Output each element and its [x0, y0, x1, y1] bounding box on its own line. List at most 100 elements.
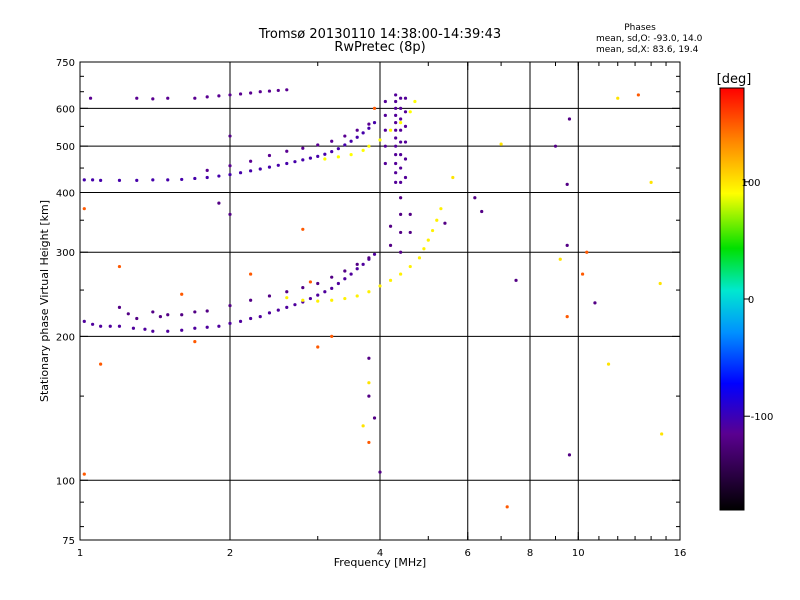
data-point	[249, 91, 253, 95]
data-point	[217, 201, 221, 205]
data-point	[336, 281, 340, 286]
data-point	[367, 290, 371, 294]
data-point	[126, 312, 130, 316]
data-points	[82, 88, 664, 509]
data-point	[267, 89, 272, 93]
data-point	[108, 324, 112, 328]
data-point	[565, 182, 569, 186]
data-point	[383, 99, 387, 104]
data-point	[117, 324, 122, 328]
data-point	[367, 394, 371, 398]
data-point	[372, 121, 377, 125]
data-point	[394, 153, 398, 157]
data-point	[117, 305, 122, 309]
data-point	[355, 267, 359, 271]
data-point	[330, 286, 334, 291]
data-point	[567, 117, 572, 121]
data-point	[399, 128, 403, 132]
data-point	[330, 275, 334, 279]
data-point	[143, 327, 147, 331]
data-point	[228, 134, 232, 138]
data-point	[228, 212, 232, 216]
data-point	[285, 88, 289, 92]
data-point	[228, 173, 232, 177]
data-point	[180, 177, 184, 182]
data-point	[151, 310, 155, 314]
data-point	[285, 296, 289, 300]
data-point	[355, 262, 359, 266]
data-point	[649, 180, 653, 184]
data-point	[151, 329, 155, 333]
data-point	[372, 416, 377, 420]
data-point	[308, 296, 313, 301]
data-point	[403, 157, 408, 161]
data-point	[349, 139, 353, 143]
data-point	[403, 124, 408, 128]
data-point	[276, 163, 280, 167]
data-point	[343, 277, 347, 281]
data-point	[323, 290, 327, 294]
data-point	[205, 168, 209, 172]
data-point	[361, 148, 365, 152]
data-point	[593, 301, 597, 305]
data-point	[238, 92, 243, 96]
stats-o-mode: mean, sd,O: -93.0, 14.0	[596, 34, 703, 44]
y-tick-label: 75	[62, 536, 75, 547]
data-point	[316, 143, 320, 147]
y-tick-label: 500	[56, 142, 75, 153]
x-tick-label: 2	[227, 548, 233, 559]
data-point	[99, 362, 103, 366]
data-point	[330, 139, 334, 143]
data-point	[372, 106, 377, 110]
data-point	[399, 121, 403, 125]
data-point	[567, 453, 572, 457]
data-point	[267, 311, 272, 315]
data-point	[238, 171, 243, 175]
data-point	[330, 334, 334, 338]
data-point	[193, 176, 197, 181]
data-point	[301, 146, 305, 150]
data-point	[430, 228, 435, 233]
data-point	[383, 113, 387, 117]
data-point	[378, 138, 382, 142]
data-point	[514, 278, 518, 282]
data-point	[660, 432, 664, 436]
y-tick-label: 600	[56, 104, 75, 115]
data-point	[408, 264, 412, 269]
data-point	[316, 281, 320, 286]
x-tick-label: 16	[674, 548, 687, 559]
data-point	[166, 313, 170, 317]
data-point	[166, 329, 170, 333]
data-point	[388, 128, 393, 132]
data-point	[316, 299, 320, 303]
data-point	[399, 140, 403, 144]
data-point	[408, 212, 412, 216]
data-point	[394, 121, 398, 125]
y-tick-label: 100	[56, 476, 75, 487]
data-point	[91, 322, 95, 326]
data-point	[383, 144, 387, 148]
data-point	[205, 95, 209, 99]
data-point	[217, 324, 221, 328]
y-axis: 75 100 200 300 400 500 600 750	[56, 58, 680, 547]
x-tick-label: 6	[465, 548, 471, 559]
data-point	[580, 272, 585, 276]
data-point	[180, 328, 184, 332]
data-point	[343, 143, 347, 147]
data-point	[558, 257, 562, 261]
data-point	[378, 470, 382, 474]
data-point	[82, 319, 86, 323]
data-point	[417, 256, 422, 260]
data-point	[443, 221, 447, 225]
data-point	[308, 280, 313, 284]
data-point	[403, 140, 408, 144]
data-point	[135, 178, 139, 182]
data-point	[82, 178, 86, 182]
data-point	[361, 131, 365, 135]
data-point	[301, 227, 305, 231]
data-point	[323, 157, 327, 161]
data-point	[193, 340, 197, 344]
data-point	[343, 269, 347, 273]
data-point	[316, 154, 320, 158]
data-point	[394, 93, 398, 97]
